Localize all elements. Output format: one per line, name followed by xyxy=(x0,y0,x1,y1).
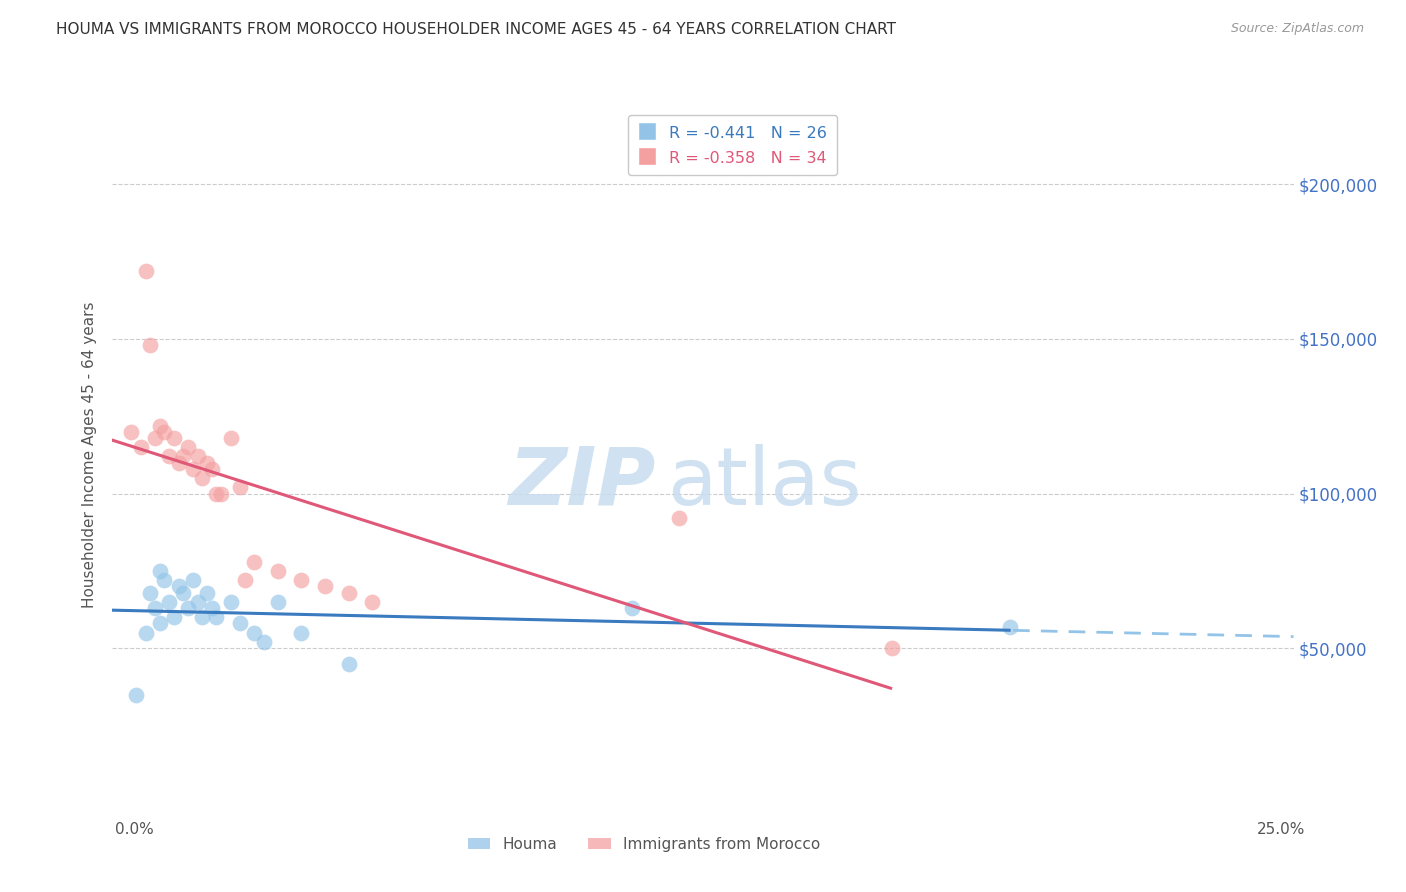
Point xyxy=(135,264,157,278)
Point xyxy=(157,450,180,464)
Point xyxy=(267,595,290,609)
Point xyxy=(337,657,360,671)
Point xyxy=(177,440,200,454)
Point xyxy=(143,431,166,445)
Point xyxy=(243,555,266,569)
Point xyxy=(129,440,152,454)
Point xyxy=(229,616,252,631)
Point xyxy=(243,625,266,640)
Point xyxy=(195,456,218,470)
Point xyxy=(253,635,276,649)
Text: ZIP: ZIP xyxy=(509,443,655,522)
Point xyxy=(149,564,172,578)
Legend: Houma, Immigrants from Morocco: Houma, Immigrants from Morocco xyxy=(461,830,827,858)
Point xyxy=(157,595,180,609)
Point xyxy=(668,511,690,525)
Point xyxy=(149,616,172,631)
Point xyxy=(191,471,214,485)
Point xyxy=(143,601,166,615)
Point xyxy=(205,486,228,500)
Point xyxy=(135,625,157,640)
Text: HOUMA VS IMMIGRANTS FROM MOROCCO HOUSEHOLDER INCOME AGES 45 - 64 YEARS CORRELATI: HOUMA VS IMMIGRANTS FROM MOROCCO HOUSEHO… xyxy=(56,22,896,37)
Point xyxy=(361,595,384,609)
Point xyxy=(163,431,186,445)
Point xyxy=(181,462,204,476)
Point xyxy=(167,579,190,593)
Point xyxy=(125,688,148,702)
Point xyxy=(139,338,162,352)
Point xyxy=(267,564,290,578)
Point xyxy=(139,585,162,599)
Point xyxy=(337,585,360,599)
Text: 0.0%: 0.0% xyxy=(115,822,155,837)
Text: 25.0%: 25.0% xyxy=(1257,822,1305,837)
Point xyxy=(209,486,232,500)
Point xyxy=(219,431,242,445)
Point xyxy=(998,619,1021,633)
Text: Source: ZipAtlas.com: Source: ZipAtlas.com xyxy=(1230,22,1364,36)
Point xyxy=(205,610,228,624)
Point xyxy=(149,418,172,433)
Point xyxy=(201,462,224,476)
Point xyxy=(172,585,194,599)
Point xyxy=(290,625,312,640)
Point xyxy=(172,450,194,464)
Point xyxy=(219,595,242,609)
Point xyxy=(163,610,186,624)
Point xyxy=(621,601,644,615)
Point xyxy=(233,573,256,587)
Point xyxy=(186,450,208,464)
Point xyxy=(186,595,208,609)
Point xyxy=(181,573,204,587)
Point xyxy=(153,573,176,587)
Point xyxy=(195,585,218,599)
Point xyxy=(314,579,336,593)
Point xyxy=(177,601,200,615)
Point xyxy=(167,456,190,470)
Point xyxy=(153,425,176,439)
Y-axis label: Householder Income Ages 45 - 64 years: Householder Income Ages 45 - 64 years xyxy=(82,301,97,608)
Point xyxy=(191,610,214,624)
Point xyxy=(120,425,142,439)
Point xyxy=(201,601,224,615)
Point xyxy=(880,641,903,656)
Text: atlas: atlas xyxy=(668,443,862,522)
Point xyxy=(290,573,312,587)
Point xyxy=(229,480,252,494)
